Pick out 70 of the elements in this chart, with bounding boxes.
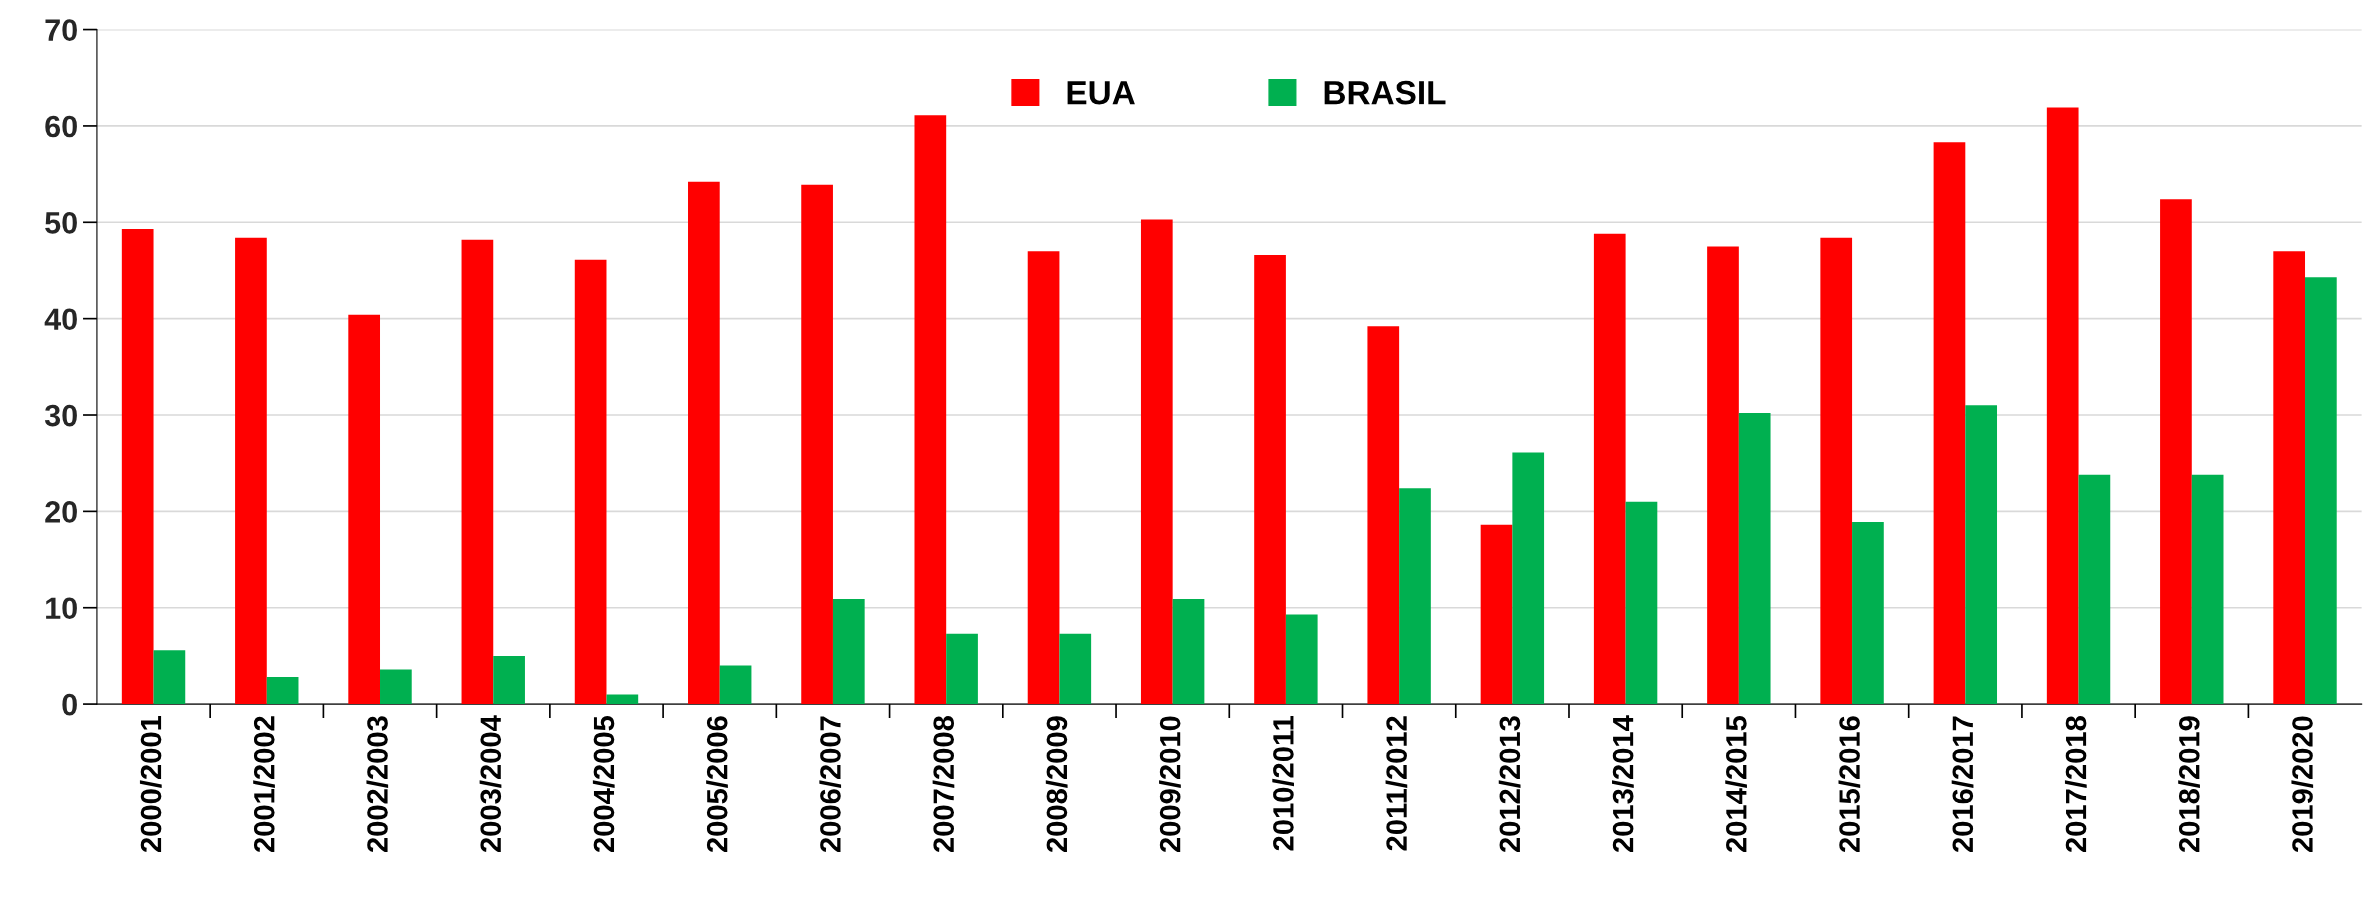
x-tick-label: 2003/2004: [479, 715, 502, 853]
bar: [1625, 501, 1658, 705]
x-tick-label: 2017/2018: [2064, 716, 2087, 853]
bar: [1140, 219, 1173, 705]
bar: [946, 633, 978, 705]
bar: [1399, 488, 1431, 705]
bar: [153, 650, 186, 705]
bar: [1933, 142, 1966, 705]
bar: [574, 259, 607, 705]
bar: [1285, 614, 1318, 705]
bar: [801, 184, 833, 705]
bar: [832, 599, 865, 705]
bar: [2046, 107, 2079, 705]
x-tick-label: 2014/2015: [1725, 716, 1747, 853]
x-tick-label: 2004/2005: [592, 716, 615, 853]
x-tick-label: 2008/2009: [1045, 716, 1068, 853]
x-tick-label: 2007/2008: [932, 716, 955, 853]
x-tick-label: 2013/2014: [1612, 715, 1634, 853]
bar: [1027, 251, 1060, 705]
bar: [348, 314, 381, 705]
bar: [1852, 521, 1884, 705]
bar: [1965, 405, 1998, 705]
bar: [1512, 452, 1545, 705]
bar: [2160, 199, 2192, 705]
x-tick-label: 2005/2006: [706, 716, 728, 853]
bar: [719, 665, 752, 705]
bar: [461, 239, 494, 705]
x-tick-label: 2002/2003: [366, 716, 389, 853]
bar: [1480, 524, 1513, 705]
bar: [914, 115, 947, 705]
y-tick-label: 10: [46, 597, 77, 620]
x-tick-label: 2000/2001: [139, 716, 162, 853]
bar: [2191, 474, 2224, 705]
bar: [1707, 246, 1739, 705]
legend-label: BRASIL: [1324, 80, 1446, 105]
legend-label: EUA: [1067, 81, 1135, 105]
bar: [1593, 233, 1626, 705]
bar: [493, 655, 525, 705]
bar: [2273, 251, 2306, 705]
y-tick-label: 40: [44, 308, 77, 331]
x-tick-label: 2016/2017: [1951, 716, 1974, 853]
bar: [121, 229, 154, 705]
bar: [1059, 633, 1092, 705]
bar: [606, 694, 639, 705]
bar: [1254, 255, 1286, 705]
y-tick-label: 0: [62, 693, 77, 716]
y-tick-label: 50: [45, 212, 77, 234]
x-tick-label: 2019/2020: [2291, 716, 2314, 853]
y-tick-label: 70: [45, 19, 77, 41]
x-tick-label: 2010/2011: [1272, 716, 1295, 851]
bar: [688, 181, 720, 705]
x-tick-label: 2009/2010: [1159, 716, 1181, 853]
y-tick-label: 30: [44, 404, 77, 427]
bar: [2305, 277, 2337, 705]
x-tick-label: 2015/2016: [1838, 716, 1861, 853]
x-tick-label: 2006/2007: [819, 716, 842, 853]
x-tick-label: 2011/2012: [1385, 716, 1408, 851]
bar: [1172, 599, 1205, 705]
x-tick-label: 2001/2002: [253, 716, 275, 853]
y-tick-label: 20: [45, 501, 77, 523]
y-tick-label: 60: [45, 115, 77, 138]
bar: [1367, 326, 1400, 705]
x-tick-label: 2012/2013: [1498, 716, 1521, 853]
x-tick-label: 2018/2019: [2178, 716, 2200, 853]
bar: [2078, 474, 2111, 705]
bar: [235, 237, 267, 705]
bar: [1738, 413, 1771, 705]
bar: [1820, 237, 1853, 705]
bar: [266, 677, 299, 705]
bar: [380, 669, 412, 705]
